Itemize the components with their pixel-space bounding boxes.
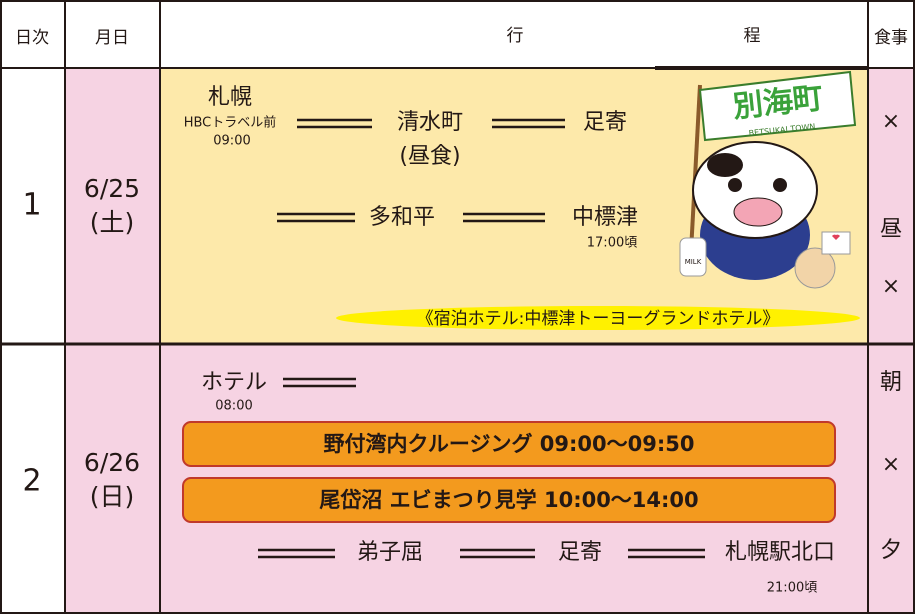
stop-time: 17:00頃 (587, 236, 637, 251)
activity-box (182, 477, 836, 523)
meal: 夕 (880, 538, 902, 563)
stop-time: 21:00頃 (767, 581, 817, 596)
day-number: 1 (22, 188, 41, 223)
stop-place: HBCトラベル前 (184, 115, 277, 131)
route-line (460, 548, 535, 559)
bottle-label: MILK (685, 258, 702, 266)
stop-time: 08:00 (215, 399, 252, 414)
meal: × (882, 452, 900, 477)
header-date: 月日 (95, 28, 129, 48)
header-day: 日次 (15, 28, 49, 48)
route-line (492, 118, 565, 129)
weekday: (土) (90, 208, 135, 237)
route-line (628, 548, 705, 559)
stop-name: 弟子屈 (357, 540, 423, 565)
stop-name: 多和平 (369, 205, 435, 230)
stop-name: 清水町 (397, 110, 463, 135)
stop-name: 中標津 (572, 205, 638, 230)
meal: 昼 (880, 217, 902, 242)
stop-name: 札幌駅北口 (725, 540, 835, 565)
activity-box (182, 421, 836, 467)
meal: × (882, 274, 900, 299)
stop-name: 足寄 (558, 540, 602, 565)
activity: 野付湾内クルージング 09:00～09:50 (324, 432, 695, 456)
route-line (463, 212, 545, 223)
date: 6/25 (84, 174, 140, 203)
weekday: (日) (90, 482, 135, 511)
lodging-highlight (336, 306, 860, 330)
cell-bg (868, 68, 915, 344)
stop-time: 09:00 (213, 134, 250, 149)
mascot-illustration: 別海町 BETSUKAI TOWN MILK (679, 70, 857, 289)
cell-bg (65, 68, 160, 344)
header-bg (0, 0, 915, 68)
meal: × (882, 109, 900, 134)
header-itinerary: 程 (744, 26, 761, 46)
route-line (258, 548, 335, 559)
lodging: 《宿泊ホテル:中標津トーヨーグランドホテル》 (417, 309, 780, 329)
route-line (283, 377, 356, 388)
activity: 尾岱沼 エビまつり見学 10:00～14:00 (319, 488, 698, 512)
stop-name: 札幌 (208, 85, 252, 110)
route-line (297, 118, 372, 129)
date: 6/26 (84, 448, 140, 477)
header-itinerary: 行 (507, 26, 524, 46)
meal: 朝 (880, 370, 902, 395)
stop-name: ホテル (201, 370, 267, 395)
day-number: 2 (22, 464, 41, 499)
route-line (277, 212, 355, 223)
header-meals: 食事 (874, 28, 908, 48)
stop-note: (昼食) (399, 144, 460, 169)
stop-name: 足寄 (583, 110, 627, 135)
